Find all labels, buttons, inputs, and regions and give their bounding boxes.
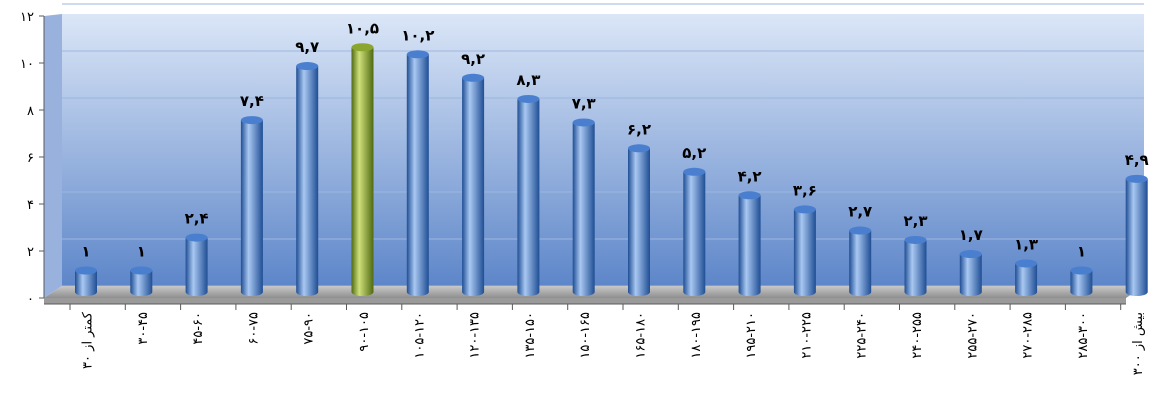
chart-side-wall (44, 14, 62, 298)
bar-top (351, 43, 374, 52)
bar (185, 237, 208, 296)
data-label: ۹,۲ (461, 50, 485, 68)
category-label: ۱۹۵-۲۱۰ (744, 312, 759, 359)
bar-top (793, 205, 816, 214)
bar (904, 239, 927, 296)
data-label: ۹,۷ (295, 38, 319, 56)
data-label: ۱ (1077, 243, 1086, 261)
data-label: ۲,۳ (903, 212, 927, 230)
bar (849, 230, 872, 296)
category-label: ۱۳۵-۱۵۰ (523, 312, 538, 359)
bar-top (1015, 259, 1038, 268)
y-tick-label: ۱۰ (20, 57, 34, 72)
bar (683, 171, 706, 296)
category-label: ۲۴۰-۲۵۵ (910, 312, 925, 359)
data-label: ۱ (137, 243, 146, 261)
category-label: ۲۲۵-۲۴۰ (855, 312, 870, 359)
data-label: ۴,۲ (738, 167, 762, 185)
data-label: ۱,۷ (959, 226, 983, 244)
bar (462, 77, 485, 296)
data-label: ۸,۳ (516, 71, 540, 89)
data-label: ۵,۲ (682, 144, 706, 162)
y-tick-label: ۴ (27, 198, 34, 213)
category-label: ۲۵۵-۲۷۰ (965, 312, 980, 359)
bar (130, 270, 153, 296)
category-label: ۱۰۵-۱۲۰ (412, 312, 427, 359)
bar (75, 270, 97, 296)
bar (738, 195, 761, 296)
data-label: ۱۰,۵ (346, 19, 379, 37)
chart-back-wall (62, 14, 1144, 286)
data-label: ۲,۴ (185, 210, 209, 228)
bar (517, 98, 540, 296)
data-label: ۷,۴ (240, 92, 264, 110)
category-label: ۲۸۵-۳۰۰ (1076, 312, 1091, 359)
bar (1070, 270, 1093, 296)
y-tick-label: ۸ (27, 104, 34, 119)
data-label: ۴,۹ (1125, 151, 1149, 169)
bar (959, 254, 982, 296)
category-label: کمتر از ۳۰ (81, 311, 96, 369)
data-label: ۱,۳ (1014, 235, 1038, 253)
bar (296, 66, 319, 296)
bar-top (572, 118, 595, 127)
bar (1015, 263, 1038, 296)
category-label: ۱۲۰-۱۳۵ (468, 312, 483, 359)
data-label: ۲,۷ (848, 203, 872, 221)
bar (572, 122, 595, 296)
bar-top (628, 144, 650, 153)
category-label: ۴۵-۶۰ (191, 312, 206, 345)
category-label: ۲۷۰-۲۸۵ (1021, 312, 1036, 359)
bar-top (185, 233, 208, 242)
category-label: ۷۵-۹۰ (302, 312, 317, 345)
data-label: ۷,۳ (572, 94, 596, 112)
bar-top (959, 250, 982, 259)
bar-top (296, 62, 319, 71)
y-tick-label: ۰ (27, 292, 34, 307)
data-label: ۱ (81, 243, 90, 261)
bar (1125, 178, 1148, 296)
bar-top (904, 235, 927, 244)
bar (793, 209, 816, 296)
bar-top (1070, 266, 1093, 275)
category-label: بیش از ۳۰۰ (1131, 312, 1146, 375)
chart-floor-edge (44, 298, 1126, 304)
bar (240, 120, 263, 296)
bar-highlight (351, 47, 374, 296)
bar-top (849, 226, 872, 235)
data-label: ۱۰,۲ (401, 26, 434, 44)
bar-top (462, 73, 485, 82)
category-label: ۱۶۵-۱۸۰ (634, 312, 649, 359)
data-label: ۳,۶ (793, 181, 817, 199)
y-tick-label: ۲ (27, 245, 34, 260)
bar-top (240, 116, 263, 125)
data-label: ۶,۲ (627, 120, 651, 138)
category-label: ۱۸۰-۱۹۵ (689, 312, 704, 359)
category-label: ۲۱۰-۲۲۵ (799, 312, 814, 359)
bar (628, 148, 650, 296)
bar (406, 54, 429, 296)
bar-top (406, 50, 429, 59)
bar-top (130, 266, 153, 275)
bar-top (75, 266, 97, 275)
bar-top (683, 167, 706, 176)
category-label: ۶۰-۷۵ (246, 312, 261, 345)
bar-top (517, 94, 540, 103)
y-tick-label: ۶ (27, 151, 34, 166)
bar-top (1125, 174, 1148, 183)
category-label: ۹۰-۱۰۵ (357, 312, 372, 352)
category-label: ۱۵۰-۱۶۵ (578, 312, 593, 359)
bar-top (738, 191, 761, 200)
category-label: ۳۰-۴۵ (136, 312, 151, 345)
y-tick-label: ۱۲ (20, 10, 34, 25)
